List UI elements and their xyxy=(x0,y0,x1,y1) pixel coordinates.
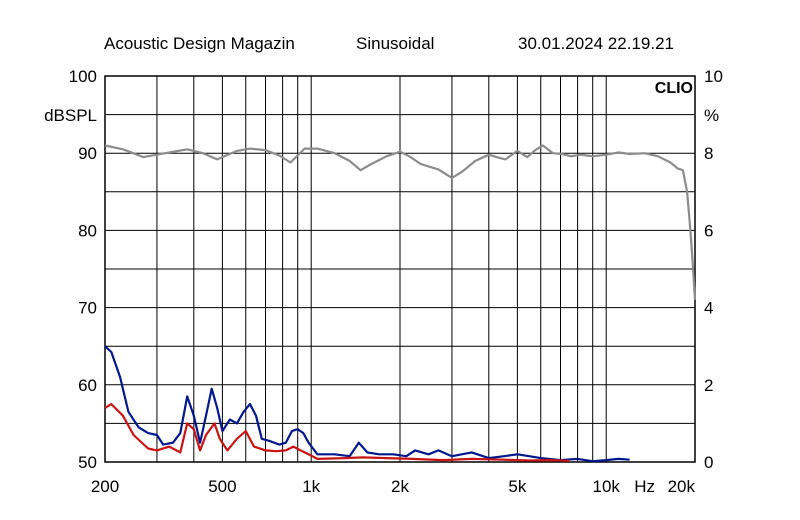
y-left-axis-label: dBSPL xyxy=(44,106,97,125)
y-right-tick-label: 2 xyxy=(704,376,713,395)
x-tick-label: 5k xyxy=(508,477,526,496)
header-source: Acoustic Design Magazin xyxy=(104,34,295,53)
y-left-tick-label: 50 xyxy=(78,453,97,472)
header-mode: Sinusoidal xyxy=(356,34,435,53)
x-tick-label: 10k xyxy=(592,477,620,496)
clio-logo: CLIO xyxy=(655,80,693,97)
x-axis-label: Hz xyxy=(634,477,655,496)
header-timestamp: 30.01.2024 22.19.21 xyxy=(518,34,674,53)
y-left-tick-label: 60 xyxy=(78,376,97,395)
y-right-tick-label: 8 xyxy=(704,144,713,163)
x-tick-label: 200 xyxy=(91,477,119,496)
y-left-tick-label: 100 xyxy=(69,67,97,86)
x-tick-label: 500 xyxy=(208,477,236,496)
y-right-tick-label: 6 xyxy=(704,221,713,240)
distortion-curve-blue xyxy=(104,345,630,463)
y-right-tick-label: 0 xyxy=(704,453,713,472)
plot-frame xyxy=(104,75,696,463)
y-right-tick-label: 4 xyxy=(704,299,713,318)
x-tick-label: 20k xyxy=(668,477,696,496)
y-left-tick-label: 70 xyxy=(78,299,97,318)
y-right-axis-label: % xyxy=(704,106,719,125)
x-tick-label: 1k xyxy=(302,477,320,496)
x-tick-label: 2k xyxy=(391,477,409,496)
grid xyxy=(104,75,696,463)
y-right-tick-label: 10 xyxy=(704,67,723,86)
y-left-tick-label: 90 xyxy=(78,144,97,163)
distortion-curve-red xyxy=(104,403,570,462)
response-curve xyxy=(104,144,697,300)
y-left-tick-label: 80 xyxy=(78,221,97,240)
